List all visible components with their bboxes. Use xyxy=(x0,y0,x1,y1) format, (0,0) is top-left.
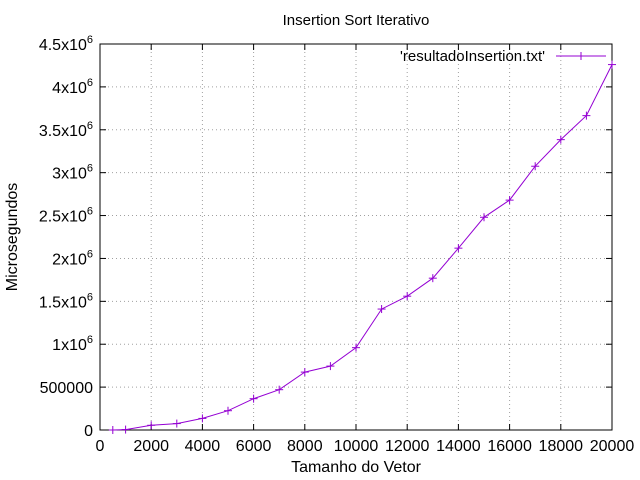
y-tick-label: 2.5x106 xyxy=(39,206,93,226)
y-tick-label: 1.5x106 xyxy=(39,291,93,311)
data-point xyxy=(198,414,207,423)
x-tick-label: 18000 xyxy=(539,438,584,455)
data-point xyxy=(505,196,514,205)
series-line xyxy=(112,64,613,431)
x-tick-label: 4000 xyxy=(185,438,221,455)
data-point xyxy=(352,343,360,352)
data-point xyxy=(556,135,565,144)
data-point xyxy=(275,385,284,394)
y-tick-label: 4.5x106 xyxy=(39,34,93,54)
legend-label: 'resultadoInsertion.txt' xyxy=(400,48,545,65)
data-point xyxy=(249,394,258,403)
grid xyxy=(100,44,612,430)
x-tick-label: 10000 xyxy=(334,438,379,455)
y-tick-label: 3.5x106 xyxy=(39,120,93,140)
series-group xyxy=(108,60,616,434)
x-tick-label: 0 xyxy=(96,438,105,455)
data-point xyxy=(121,425,130,434)
y-tick-label: 1x106 xyxy=(52,334,93,354)
legend: 'resultadoInsertion.txt' xyxy=(400,48,606,65)
x-tick-label: 8000 xyxy=(287,438,323,455)
x-tick-label: 14000 xyxy=(436,438,481,455)
data-point xyxy=(582,111,591,120)
data-point xyxy=(147,421,156,430)
data-point xyxy=(377,305,386,314)
data-point xyxy=(480,213,488,222)
y-tick-label: 2x106 xyxy=(52,248,93,268)
data-point xyxy=(326,362,335,371)
x-tick-label: 20000 xyxy=(590,438,635,455)
x-axis: 0 2000 4000 6000 8000 10000 12000 14000 16000 180… xyxy=(96,44,635,455)
legend-marker xyxy=(577,52,585,60)
x-tick-label: 6000 xyxy=(236,438,272,455)
data-point xyxy=(172,419,181,428)
data-point xyxy=(454,244,463,253)
data-point xyxy=(300,368,309,377)
x-tick-label: 16000 xyxy=(487,438,532,455)
y-tick-label: 500000 xyxy=(40,380,93,397)
data-point xyxy=(608,60,616,69)
y-tick-label: 4x106 xyxy=(52,77,93,97)
y-axis-label: Microsegundos xyxy=(4,183,21,292)
x-tick-label: 12000 xyxy=(385,438,430,455)
data-point xyxy=(108,426,117,434)
data-point xyxy=(403,292,412,301)
y-tick-label: 3x106 xyxy=(52,163,93,183)
data-point xyxy=(428,274,437,283)
data-point xyxy=(531,162,540,171)
y-tick-label: 0 xyxy=(84,423,93,440)
chart-title: Insertion Sort Iterativo xyxy=(283,12,430,29)
data-point xyxy=(224,406,232,415)
y-axis: 0 500000 1x106 1.5x106 2x106 2.5x106 3x106 3.5x… xyxy=(39,34,612,440)
x-tick-label: 2000 xyxy=(133,438,169,455)
x-axis-label: Tamanho do Vetor xyxy=(291,459,422,476)
